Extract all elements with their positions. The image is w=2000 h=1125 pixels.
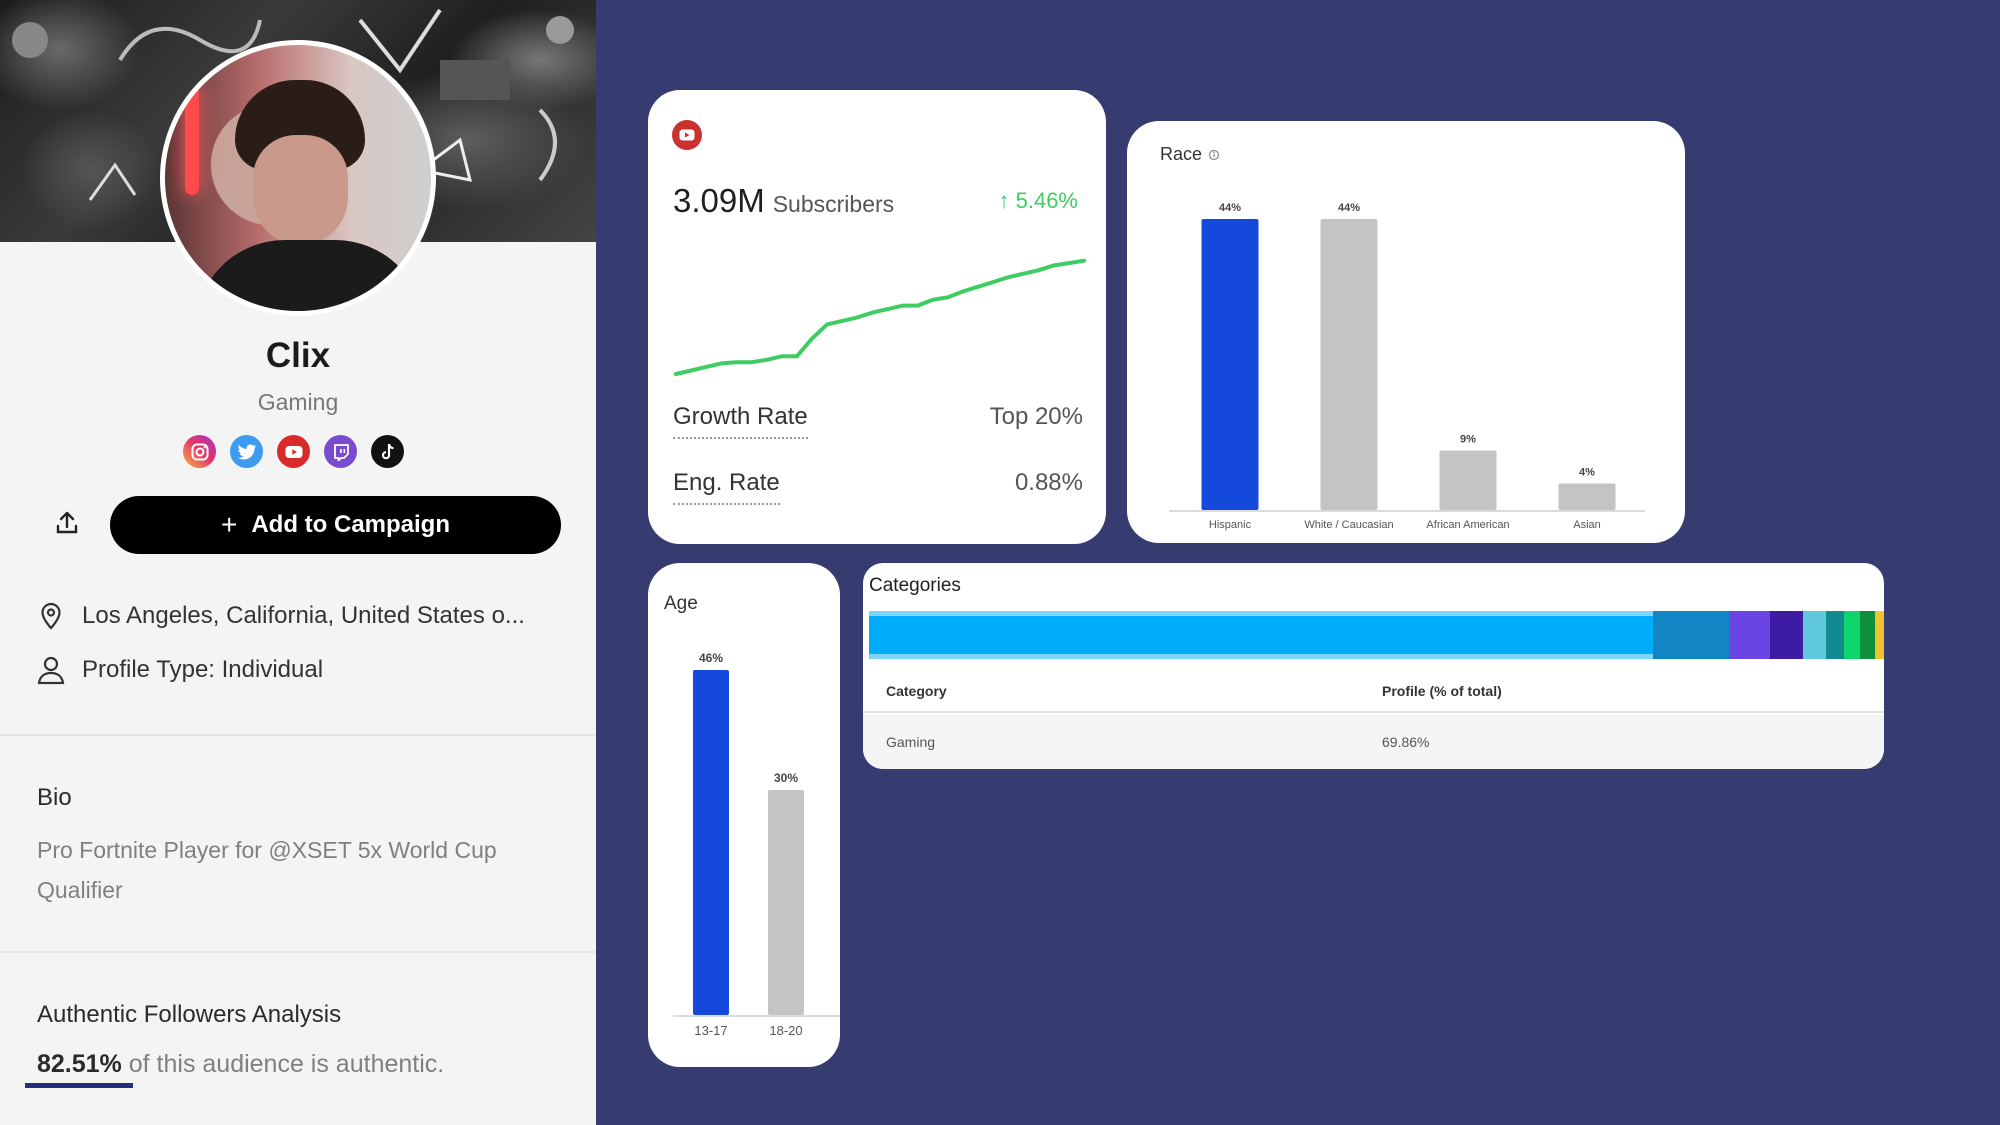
authentic-percent: 82.51%: [37, 1050, 122, 1078]
category-cell: Gaming: [886, 734, 936, 750]
youtube-icon: [672, 120, 702, 150]
bar-value-label: 44%: [1338, 202, 1360, 214]
column-profile-pct: Profile (% of total): [1382, 683, 1502, 699]
trend-line: [674, 258, 1086, 376]
profile-panel: Clix Gaming + Add to Campaign Los Angele…: [0, 0, 596, 1125]
plus-icon: +: [220, 509, 238, 540]
bar-african-american[interactable]: [1439, 450, 1497, 510]
bar-13-17[interactable]: [693, 670, 729, 1015]
category-segment[interactable]: [1803, 611, 1826, 659]
person-icon: [37, 656, 65, 685]
twitter-icon[interactable]: [230, 435, 263, 468]
social-icons: [183, 435, 404, 468]
race-bar-chart: 44% Hispanic 44% White / Caucasian 9% African…: [1169, 202, 1645, 531]
age-title: Age: [664, 593, 698, 614]
authentic-underline: [25, 1083, 133, 1088]
bar-hispanic[interactable]: [1201, 219, 1259, 510]
age-bar-chart: 46% 13-17 30% 18-20: [673, 651, 840, 1038]
bar-value-label: 9%: [1460, 433, 1476, 445]
categories-title: Categories: [869, 575, 961, 596]
banner-artwork: [12, 8, 574, 201]
category-segment[interactable]: [869, 611, 1653, 659]
table-row: Gaming 69.86%: [863, 715, 1884, 769]
twitch-icon[interactable]: [324, 435, 357, 468]
bio-title: Bio: [37, 784, 72, 811]
avatar: [160, 40, 436, 316]
x-tick-label: Hispanic: [1209, 519, 1252, 531]
authentic-text: of this audience is authentic.: [121, 1050, 445, 1078]
share-button[interactable]: [42, 498, 92, 548]
category-table-header: Category Profile (% of total): [863, 671, 1884, 713]
authentic-followers-line: 82.51% of this audience is authentic.: [37, 1050, 444, 1079]
growth-rate-row: Growth Rate Top 20%: [673, 403, 1083, 439]
bio-text: Pro Fortnite Player for @XSET 5x World C…: [37, 837, 497, 903]
category-segment[interactable]: [1874, 611, 1884, 659]
category-segment[interactable]: [1729, 611, 1770, 659]
bar-white-caucasian[interactable]: [1320, 219, 1378, 510]
youtube-icon[interactable]: [277, 435, 310, 468]
youtube-stats-card: 3.09M Subscribers ↑ 5.46% Growth Rate To…: [648, 90, 1106, 544]
eng-rate-label[interactable]: Eng. Rate: [673, 469, 780, 505]
x-tick-label: White / Caucasian: [1304, 519, 1393, 531]
divider: [0, 734, 596, 736]
divider: [0, 951, 596, 953]
instagram-icon[interactable]: [183, 435, 216, 468]
growth-rate-value: Top 20%: [989, 403, 1083, 430]
x-tick-label: 13-17: [694, 1023, 727, 1038]
bar-value-label: 30%: [774, 771, 798, 785]
authentic-followers-title: Authentic Followers Analysis: [37, 1001, 342, 1028]
category-segment[interactable]: [1769, 611, 1804, 659]
age-chart-card: Age 46% 13-17 30% 18-20: [648, 563, 840, 1067]
profile-type-row: Profile Type: Individual: [36, 655, 323, 685]
location-pin-icon: [41, 602, 61, 630]
column-category: Category: [886, 683, 947, 699]
bar-asian[interactable]: [1558, 483, 1616, 510]
bar-value-label: 4%: [1579, 467, 1595, 479]
x-tick-label: Asian: [1573, 519, 1601, 531]
x-tick-label: African American: [1426, 519, 1509, 531]
category-segment[interactable]: [1860, 611, 1875, 659]
profile-name: Clix: [265, 336, 331, 375]
race-title: Race: [1160, 144, 1203, 164]
upload-icon: [56, 511, 78, 534]
add-to-campaign-label: Add to Campaign: [251, 511, 450, 538]
tiktok-icon[interactable]: [371, 435, 404, 468]
category-segment[interactable]: [1825, 611, 1844, 659]
profile-type-text: Profile Type: Individual: [82, 656, 324, 683]
subscriber-number: 3.09M: [673, 182, 765, 219]
eng-rate-row: Eng. Rate 0.88%: [673, 469, 1083, 505]
location-row: Los Angeles, California, United States o…: [36, 601, 525, 631]
growth-percent: ↑ 5.46%: [998, 188, 1079, 213]
info-icon[interactable]: [1208, 149, 1220, 161]
race-chart-card: Race 44% Hispanic 44% White / Caucasian 9% Af…: [1127, 121, 1685, 543]
bar-value-label: 46%: [699, 651, 723, 665]
subscriber-count: 3.09M Subscribers: [673, 182, 894, 220]
category-segment[interactable]: [1652, 611, 1730, 659]
growth-rate-label[interactable]: Growth Rate: [673, 403, 808, 439]
profile-pct-cell: 69.86%: [1382, 734, 1430, 750]
location-text: Los Angeles, California, United States o…: [82, 602, 525, 629]
bar-18-20[interactable]: [768, 790, 804, 1015]
add-to-campaign-button[interactable]: + Add to Campaign: [110, 496, 561, 554]
category-share-bar: [869, 611, 1884, 659]
eng-rate-value: 0.88%: [1014, 469, 1083, 496]
race-title-row: Race: [1160, 144, 1220, 165]
x-tick-label: 18-20: [769, 1023, 802, 1038]
category-segment[interactable]: [1843, 611, 1861, 659]
subscriber-trend-line: [674, 258, 1086, 376]
profile-niche: Gaming: [257, 389, 339, 415]
categories-card: Categories Category Profile (% of total)…: [863, 563, 1884, 769]
bar-value-label: 44%: [1219, 202, 1241, 214]
subscriber-label: Subscribers: [772, 191, 895, 217]
